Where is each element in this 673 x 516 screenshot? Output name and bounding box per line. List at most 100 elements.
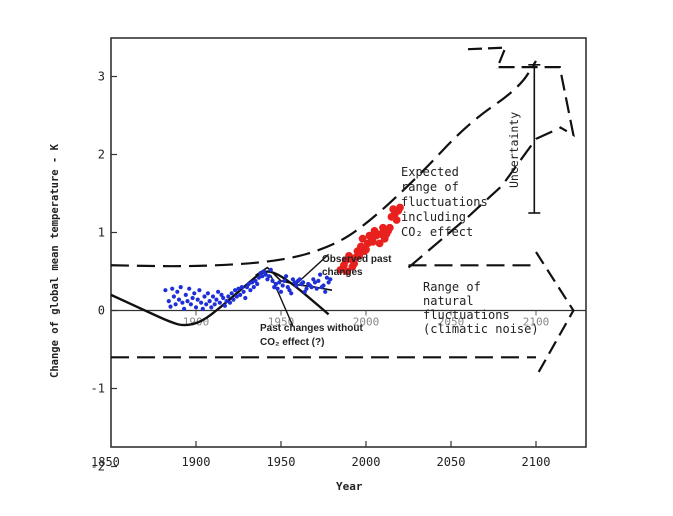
y-tick-label: 0 — [98, 304, 105, 318]
recent-point — [385, 223, 394, 232]
observed-point — [324, 275, 329, 280]
y-tick-label: 3 — [98, 70, 105, 84]
expected-range-lower — [407, 126, 562, 269]
natural-arrow-head — [535, 251, 575, 378]
observed-point — [312, 280, 318, 285]
observed-point — [256, 275, 261, 280]
past-without-line-1: Past changes without — [260, 323, 363, 334]
x-tick-label: 2100 — [522, 455, 551, 469]
observed-point — [326, 280, 331, 285]
expected-line-1: Expected — [401, 165, 459, 179]
observed-point — [175, 289, 180, 294]
observed-point — [328, 277, 333, 282]
observed-point — [180, 300, 185, 305]
observed-point — [185, 299, 190, 304]
observed-point — [197, 288, 202, 293]
observed-point — [222, 303, 227, 308]
observed-point — [260, 274, 265, 279]
observed-point — [192, 291, 197, 296]
past-without-line-2: CO₂ effect (?) — [260, 337, 324, 348]
observed-point — [173, 302, 178, 307]
observed-point — [182, 306, 187, 311]
inner-year-label: 2100 — [523, 316, 550, 329]
observed-point — [292, 280, 297, 285]
x-tick-label: 1900 — [182, 455, 211, 469]
observed-point — [250, 280, 255, 285]
inner-year-label: 2000 — [353, 316, 380, 329]
observed-point — [229, 291, 234, 296]
observed-line-2: changes — [322, 267, 363, 278]
observed-point — [195, 297, 200, 302]
observed-point — [280, 283, 285, 288]
x-tick-label: 1850 — [91, 455, 120, 469]
observed-point — [289, 291, 294, 296]
recent-point — [396, 203, 404, 212]
natural-line-2: natural — [423, 294, 474, 308]
observed-point — [255, 281, 260, 287]
y-axis-label: Change of global mean temperature - K — [49, 143, 61, 378]
points-group — [163, 203, 404, 311]
observed-point — [200, 306, 205, 311]
observed-point — [212, 302, 217, 307]
observed-point — [258, 271, 263, 276]
observed-point — [268, 267, 273, 272]
observed-point — [311, 277, 316, 282]
observed-point — [163, 288, 168, 293]
recent-point — [355, 252, 364, 260]
observed-point — [297, 277, 302, 282]
observed-point — [302, 289, 307, 294]
observed-point — [168, 304, 173, 309]
observed-point — [273, 281, 278, 287]
observed-point — [314, 286, 319, 291]
observed-point — [234, 294, 239, 299]
observed-point — [261, 269, 267, 274]
observed-point — [287, 288, 292, 293]
expected-line-3: fluctuations — [401, 195, 488, 209]
observed-point — [270, 278, 275, 283]
observed-line-1: Observed past — [322, 254, 392, 265]
natural-line-1: Range of — [423, 280, 481, 294]
observed-point — [233, 288, 238, 293]
observed-point — [323, 289, 328, 294]
recent-point — [350, 259, 358, 268]
observed-point — [236, 286, 241, 291]
plot-frame — [110, 37, 587, 448]
recent-point — [368, 238, 377, 246]
observed-point — [166, 299, 171, 304]
expected-line-2: range of — [401, 180, 459, 194]
observed-point — [285, 285, 290, 290]
observed-point — [214, 297, 219, 302]
x-axis-label: Year — [336, 480, 363, 493]
observed-point — [248, 288, 253, 293]
observed-point — [217, 300, 222, 305]
observed-point — [209, 305, 214, 310]
observed-point — [178, 285, 183, 290]
observed-point — [239, 285, 244, 290]
observed-point — [284, 274, 289, 279]
observed-point — [171, 294, 176, 299]
expected-arrow-top — [467, 46, 508, 70]
observed-point — [199, 300, 204, 305]
observed-point — [183, 292, 188, 297]
observed-point — [193, 305, 199, 310]
recent-point — [358, 234, 367, 243]
observed-point — [321, 283, 326, 288]
observed-point — [205, 291, 210, 296]
observed-point — [202, 294, 207, 299]
observed-point — [188, 302, 193, 307]
observed-point — [251, 285, 256, 290]
x-tick-label: 2000 — [352, 455, 381, 469]
past-without-co2-annotation: Past changes without CO₂ effect (?) — [260, 323, 363, 348]
natural-range-annotation: Range of natural fluctuations (climatic … — [423, 280, 539, 336]
inner-year-label: 1950 — [268, 316, 295, 329]
observed-point — [294, 283, 299, 288]
observed-point — [221, 295, 226, 301]
observed-point — [241, 289, 246, 294]
uncertainty-label: Uncertainty — [507, 112, 521, 188]
observed-point — [282, 278, 287, 283]
observed-point — [238, 292, 243, 297]
y-tick-label: -2 — [91, 460, 105, 474]
